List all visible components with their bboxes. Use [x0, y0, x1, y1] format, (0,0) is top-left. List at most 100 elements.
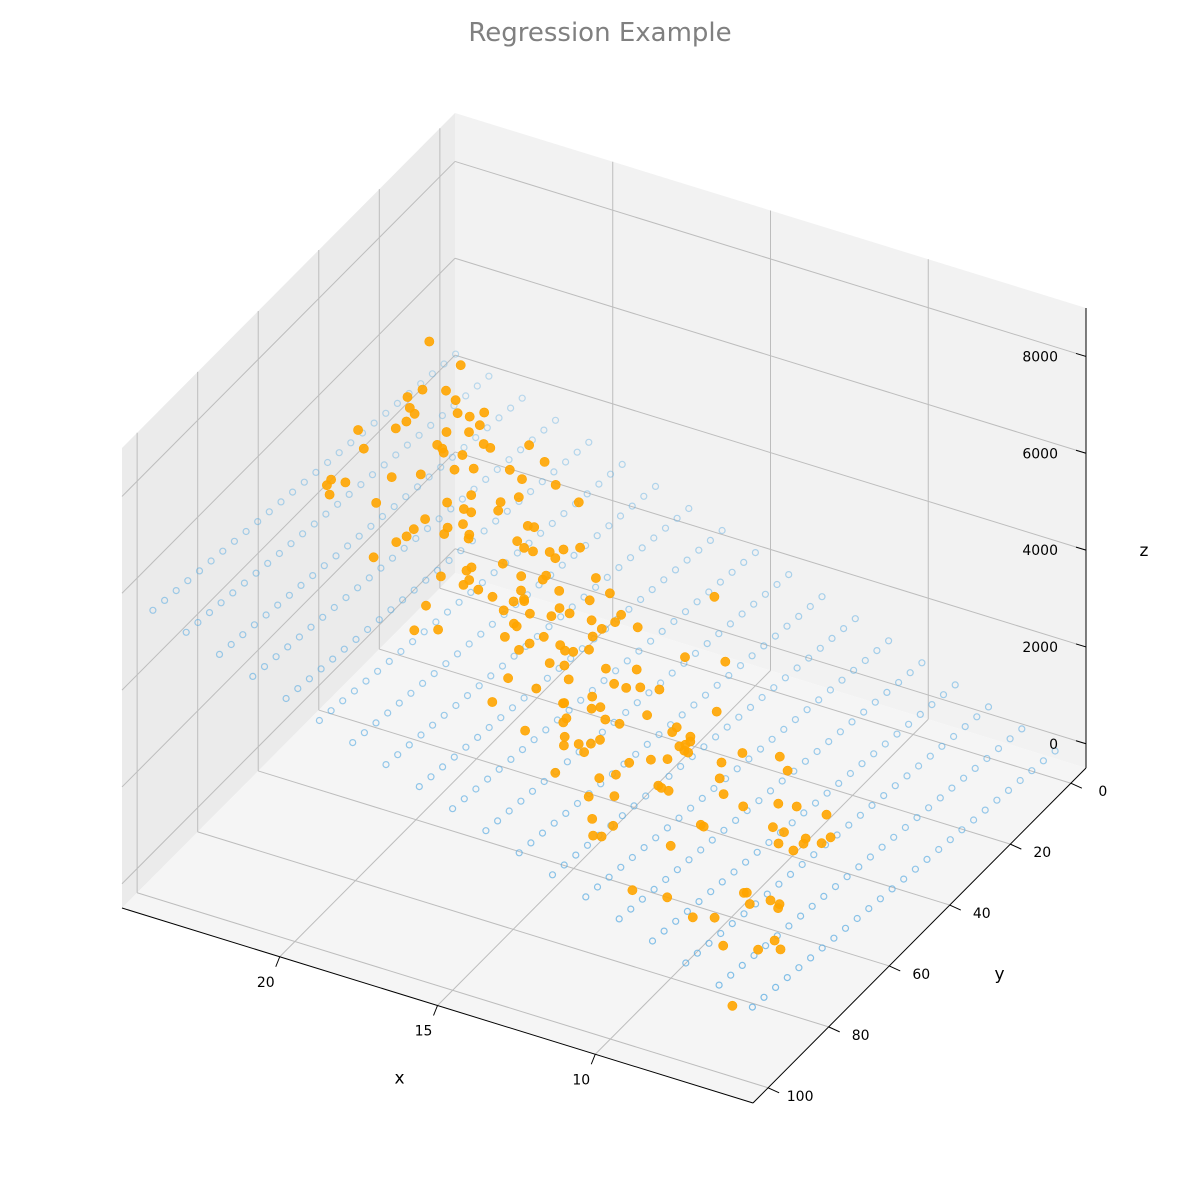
- data-point: [544, 547, 555, 557]
- data-point: [631, 664, 642, 675]
- plane-point: [516, 446, 525, 454]
- plane-point: [728, 568, 736, 576]
- data-point: [558, 544, 569, 555]
- plane-point: [322, 510, 330, 518]
- plane-point: [419, 679, 427, 688]
- data-point: [442, 497, 452, 508]
- plane-point: [480, 527, 488, 535]
- plane-point: [508, 704, 517, 712]
- plane-point: [443, 608, 452, 616]
- data-point: [671, 722, 682, 733]
- data-point: [424, 336, 435, 347]
- plane-point: [638, 895, 647, 903]
- plane-point: [563, 758, 572, 766]
- plane-point: [415, 431, 423, 439]
- plane-point: [472, 785, 480, 793]
- data-point: [402, 392, 413, 402]
- data-point: [497, 558, 508, 569]
- data-point: [401, 416, 412, 427]
- plane-point: [818, 944, 826, 952]
- plane-point: [750, 600, 758, 608]
- plane-point: [593, 532, 601, 540]
- plane-point: [437, 463, 445, 471]
- plane-point: [795, 612, 803, 621]
- plane-point: [881, 740, 889, 748]
- plane-point: [903, 772, 911, 780]
- plane-point: [403, 441, 411, 449]
- plane-point: [540, 426, 548, 434]
- plane-point: [800, 809, 808, 817]
- plane-point: [901, 823, 910, 832]
- plane-point: [928, 700, 936, 709]
- data-point: [409, 625, 420, 636]
- plane-point: [445, 556, 453, 565]
- data-point: [417, 384, 428, 395]
- plane-point: [727, 971, 735, 979]
- plane-point: [329, 655, 337, 663]
- plane-point: [697, 846, 705, 854]
- data-point: [709, 591, 720, 602]
- plane-point: [317, 665, 325, 673]
- plane-point: [841, 924, 850, 932]
- plane-point: [561, 458, 570, 466]
- plane-point: [327, 707, 335, 715]
- y-tick-label: 60: [912, 967, 930, 983]
- data-point: [769, 935, 780, 946]
- plane-point: [390, 503, 398, 511]
- plane-point: [205, 608, 214, 617]
- plane-point: [462, 392, 470, 400]
- plane-point: [959, 774, 968, 782]
- plane-point: [906, 669, 914, 677]
- grid-line-y: [439, 587, 1072, 784]
- plane-point: [182, 628, 190, 636]
- y-tick-label: 40: [973, 906, 991, 922]
- plane-point: [785, 570, 793, 579]
- data-point: [720, 656, 731, 667]
- data-point: [408, 524, 419, 535]
- plane-point: [320, 562, 328, 570]
- plane-point: [946, 836, 954, 844]
- plane-point: [478, 578, 486, 587]
- data-point: [461, 565, 472, 576]
- plane-point: [853, 914, 861, 923]
- plane-point: [277, 498, 285, 506]
- grid-line-y: [258, 770, 890, 967]
- plane-point: [627, 905, 635, 913]
- plane-point: [600, 676, 608, 685]
- plane-point: [876, 895, 885, 903]
- grid-line-x: [279, 621, 614, 958]
- data-point: [559, 698, 570, 708]
- plane-point: [635, 647, 643, 655]
- plane-point: [828, 634, 836, 643]
- data-point: [508, 596, 519, 607]
- data-point: [516, 571, 527, 582]
- x-axis-label: x: [394, 1069, 404, 1089]
- axis-lines: [121, 308, 1087, 1104]
- plane-point: [1018, 725, 1026, 733]
- plane-point: [440, 360, 448, 368]
- plane-point: [981, 806, 989, 814]
- data-point: [646, 754, 656, 765]
- plane-point: [372, 719, 380, 727]
- plane-point: [605, 873, 613, 881]
- data-point: [498, 605, 509, 616]
- data-point: [718, 940, 729, 951]
- plane-point: [282, 694, 290, 703]
- plane-point: [560, 861, 568, 869]
- data-point: [718, 789, 729, 799]
- data-point: [550, 479, 561, 490]
- data-point: [499, 632, 510, 642]
- plane-point: [572, 851, 580, 859]
- grid-line-z: [121, 161, 456, 497]
- data-point: [687, 912, 698, 923]
- plane-point: [545, 623, 553, 631]
- plane-point: [707, 888, 715, 896]
- grid-line-y: [136, 892, 769, 1089]
- data-point: [627, 885, 638, 896]
- plane-point: [706, 536, 715, 545]
- data-point: [511, 621, 522, 632]
- plane-point: [583, 841, 592, 849]
- data-point: [609, 678, 619, 689]
- plane-point: [494, 817, 502, 825]
- plane-point: [335, 449, 343, 457]
